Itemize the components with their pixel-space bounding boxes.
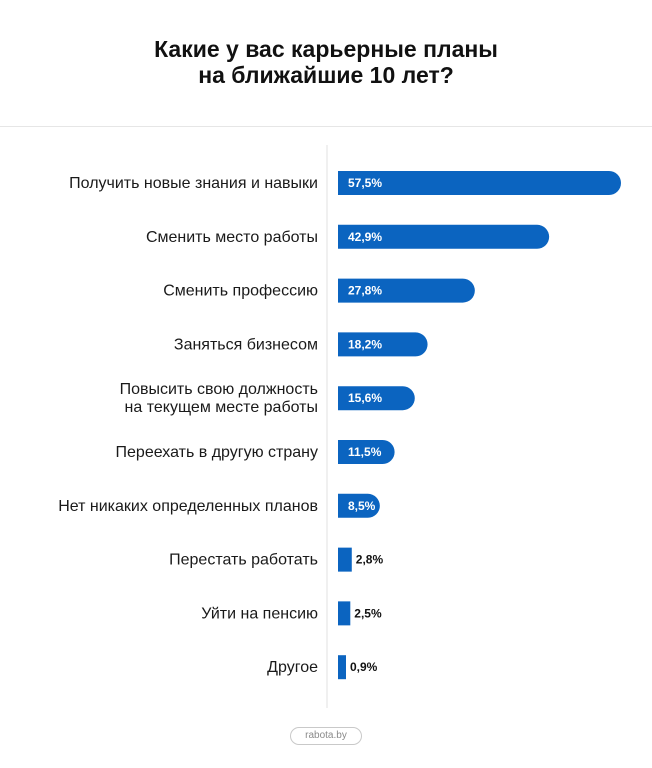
value-label: 2,8% bbox=[356, 553, 384, 567]
category-label: Заняться бизнесом bbox=[174, 336, 318, 353]
category-label: Переехать в другую страну bbox=[116, 444, 318, 461]
value-label: 0,9% bbox=[350, 660, 378, 674]
value-label: 27,8% bbox=[348, 284, 382, 298]
category-label: Другое bbox=[267, 659, 318, 676]
bar bbox=[338, 601, 351, 626]
category-label: Повысить свою должность bbox=[120, 381, 318, 398]
value-label: 42,9% bbox=[348, 230, 382, 244]
bar bbox=[338, 386, 415, 411]
source-badge: rabota.by bbox=[290, 727, 362, 745]
value-label: 18,2% bbox=[348, 337, 382, 351]
category-label: Перестать работать bbox=[169, 552, 318, 569]
title-divider bbox=[0, 126, 652, 127]
chart-title-line-2: на ближайшие 10 лет? bbox=[198, 62, 454, 88]
category-label: Нет никаких определенных планов bbox=[58, 498, 318, 515]
bar bbox=[338, 440, 395, 464]
value-label: 57,5% bbox=[348, 176, 382, 190]
bar bbox=[338, 547, 352, 572]
chart-title: Какие у вас карьерные планы на ближайшие… bbox=[0, 36, 652, 88]
value-label: 15,6% bbox=[348, 391, 382, 405]
category-label: Сменить место работы bbox=[146, 229, 318, 246]
category-label: Получить новые знания и навыки bbox=[69, 175, 318, 192]
category-label: на текущем месте работы bbox=[125, 399, 318, 416]
bar bbox=[338, 278, 475, 303]
bar bbox=[338, 655, 346, 680]
bar bbox=[338, 171, 621, 195]
bar bbox=[338, 493, 380, 518]
value-label: 2,5% bbox=[354, 606, 382, 620]
value-label: 11,5% bbox=[348, 445, 382, 459]
category-label: Сменить профессию bbox=[163, 283, 318, 300]
bar bbox=[338, 224, 550, 249]
value-label: 8,5% bbox=[348, 499, 376, 513]
category-label: Уйти на пенсию bbox=[201, 605, 318, 622]
bar bbox=[338, 332, 428, 357]
chart-title-line-1: Какие у вас карьерные планы bbox=[154, 36, 498, 62]
